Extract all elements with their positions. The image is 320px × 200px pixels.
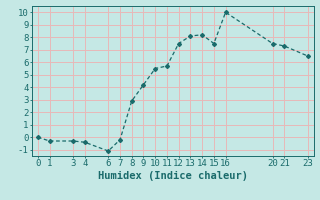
X-axis label: Humidex (Indice chaleur): Humidex (Indice chaleur) bbox=[98, 171, 248, 181]
